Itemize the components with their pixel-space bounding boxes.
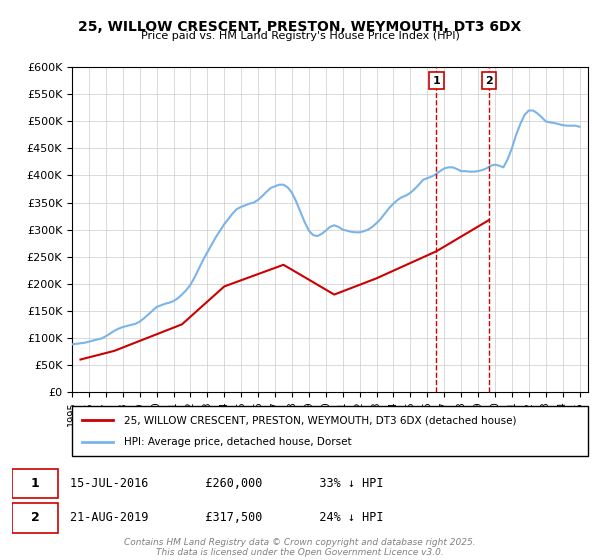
Text: 2: 2 xyxy=(31,511,40,525)
Text: 15-JUL-2016        £260,000        33% ↓ HPI: 15-JUL-2016 £260,000 33% ↓ HPI xyxy=(70,477,383,490)
Text: Price paid vs. HM Land Registry's House Price Index (HPI): Price paid vs. HM Land Registry's House … xyxy=(140,31,460,41)
Text: 2: 2 xyxy=(485,76,493,86)
Text: Contains HM Land Registry data © Crown copyright and database right 2025.
This d: Contains HM Land Registry data © Crown c… xyxy=(124,538,476,557)
Text: 25, WILLOW CRESCENT, PRESTON, WEYMOUTH, DT3 6DX: 25, WILLOW CRESCENT, PRESTON, WEYMOUTH, … xyxy=(79,20,521,34)
FancyBboxPatch shape xyxy=(12,503,58,533)
Text: 1: 1 xyxy=(31,477,40,490)
FancyBboxPatch shape xyxy=(72,406,588,456)
Text: 25, WILLOW CRESCENT, PRESTON, WEYMOUTH, DT3 6DX (detached house): 25, WILLOW CRESCENT, PRESTON, WEYMOUTH, … xyxy=(124,415,516,425)
Text: 1: 1 xyxy=(433,76,440,86)
FancyBboxPatch shape xyxy=(12,469,58,498)
Text: 21-AUG-2019        £317,500        24% ↓ HPI: 21-AUG-2019 £317,500 24% ↓ HPI xyxy=(70,511,383,525)
Text: HPI: Average price, detached house, Dorset: HPI: Average price, detached house, Dors… xyxy=(124,437,351,447)
